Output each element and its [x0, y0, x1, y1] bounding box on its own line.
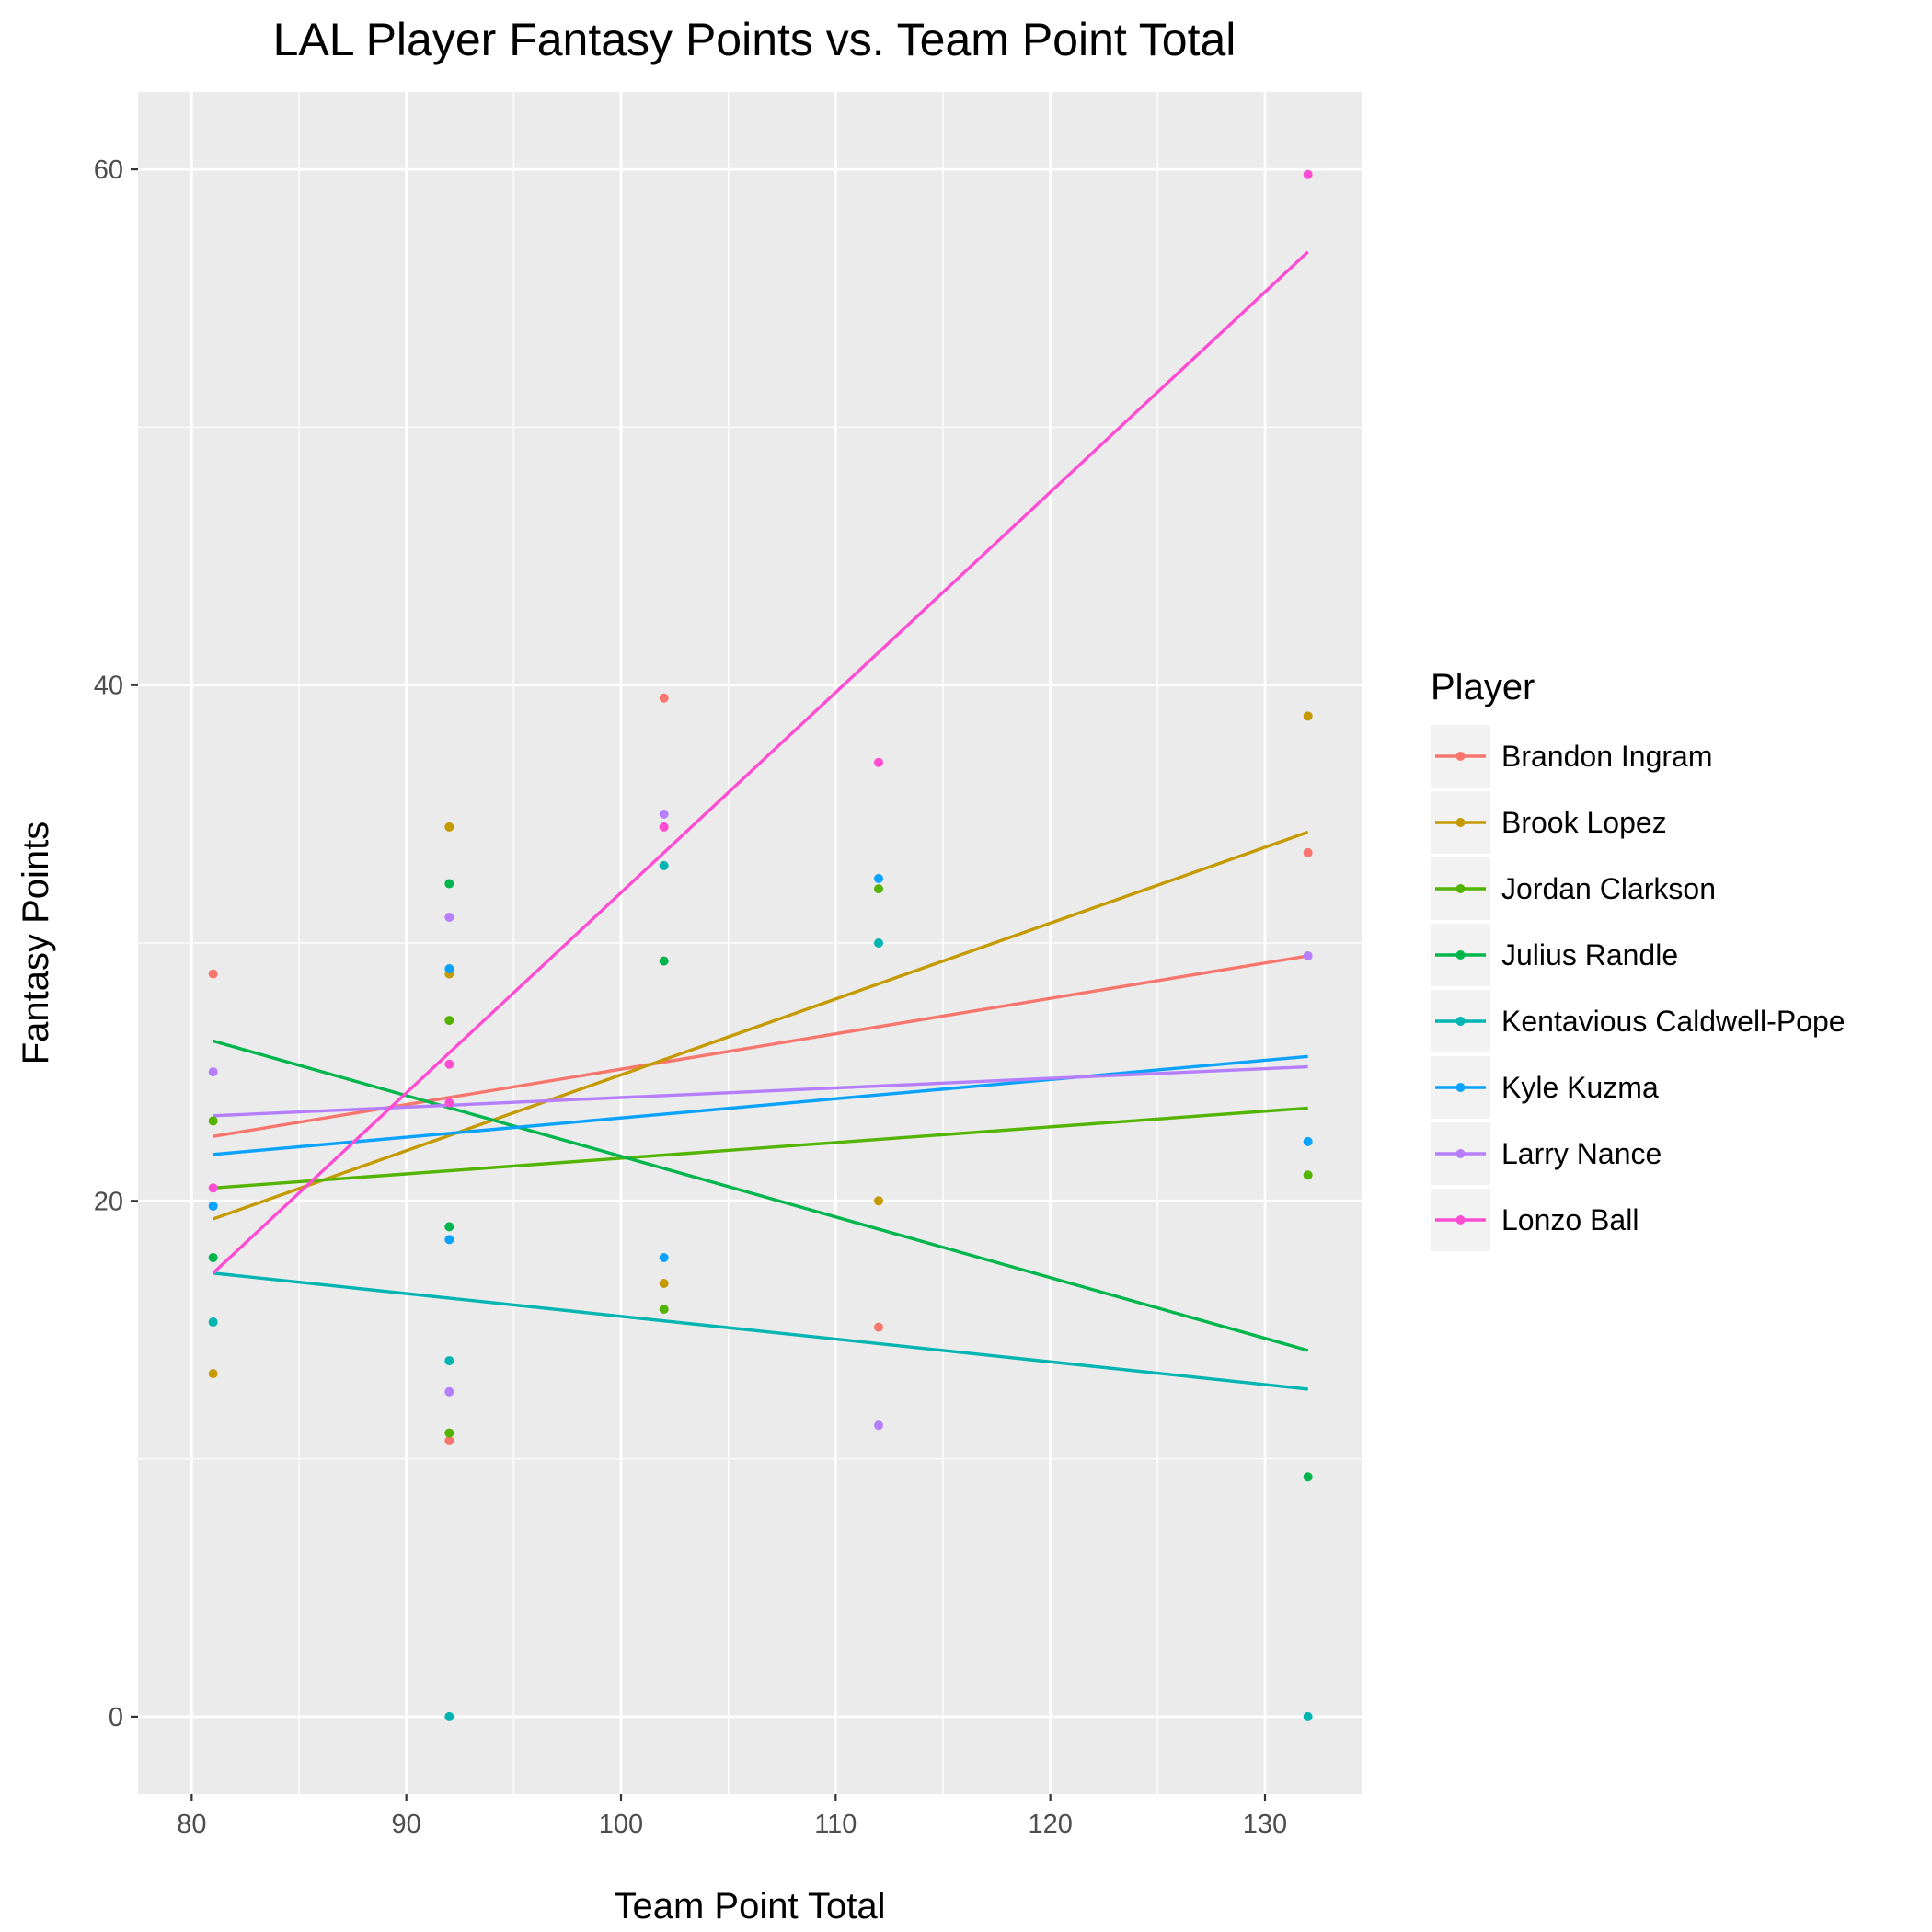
- data-point: [1303, 169, 1313, 179]
- y-tick-label: 0: [109, 1703, 123, 1732]
- legend-key-point: [1455, 752, 1466, 761]
- legend-key-point: [1455, 950, 1466, 960]
- legend-item: Larry Nance: [1431, 1122, 1662, 1185]
- data-point: [208, 969, 218, 979]
- x-axis-title: Team Point Total: [615, 1886, 886, 1926]
- data-point: [444, 1435, 454, 1445]
- x-tick-label: 80: [177, 1810, 206, 1839]
- data-point: [444, 912, 454, 922]
- x-tick-label: 130: [1243, 1810, 1287, 1839]
- data-point: [208, 1369, 218, 1379]
- data-point: [208, 1317, 218, 1328]
- fit-line: [213, 1039, 1309, 1352]
- legend-key-point: [1455, 1215, 1466, 1225]
- data-point: [1303, 951, 1313, 961]
- legend-label: Kyle Kuzma: [1501, 1071, 1659, 1104]
- y-tick-label: 20: [94, 1187, 123, 1216]
- data-point: [874, 873, 883, 883]
- fit-line: [213, 1054, 1308, 1156]
- legend-label: Larry Nance: [1501, 1137, 1662, 1170]
- data-point: [874, 757, 883, 767]
- data-point: [1303, 1170, 1313, 1180]
- data-point: [659, 860, 669, 870]
- legend-item: Kyle Kuzma: [1431, 1056, 1659, 1119]
- data-point: [208, 1116, 218, 1126]
- legend-label: Kentavious Caldwell-Pope: [1501, 1005, 1846, 1038]
- data-point: [659, 1252, 669, 1262]
- legend-item: Lonzo Ball: [1431, 1189, 1639, 1251]
- y-tick-label: 40: [94, 672, 123, 701]
- data-point: [874, 884, 883, 894]
- data-point: [1303, 1711, 1313, 1721]
- chart-title: LAL Player Fantasy Points vs. Team Point…: [273, 14, 1236, 65]
- data-point: [444, 879, 454, 889]
- data-point: [659, 1279, 669, 1288]
- data-point: [659, 809, 669, 819]
- legend-label: Brandon Ingram: [1501, 740, 1712, 773]
- data-point: [444, 1098, 454, 1108]
- fit-line: [213, 830, 1309, 1221]
- data-point: [874, 1420, 883, 1431]
- data-point: [874, 1196, 883, 1206]
- data-point: [659, 693, 669, 703]
- data-point: [444, 1428, 454, 1438]
- legend-label: Lonzo Ball: [1501, 1203, 1639, 1236]
- data-point: [1303, 847, 1313, 857]
- data-point: [659, 1305, 669, 1315]
- legend-key-point: [1455, 1017, 1466, 1026]
- data-point: [208, 1201, 218, 1211]
- legend-key-point: [1455, 818, 1466, 827]
- x-axis: 80 90 100 110 120 130: [177, 1794, 1287, 1839]
- data-point: [1303, 1136, 1313, 1146]
- legend-item: Brandon Ingram: [1431, 725, 1712, 788]
- data-point: [659, 956, 669, 966]
- legend: Player Brandon Ingram Brook Lopez Jordan C…: [1431, 667, 1846, 1251]
- x-tick-label: 90: [392, 1810, 421, 1839]
- x-tick-label: 120: [1028, 1810, 1072, 1839]
- legend-item: Jordan Clarkson: [1431, 857, 1716, 920]
- data-point: [208, 1067, 218, 1077]
- data-point: [444, 1356, 454, 1366]
- grid-minor: [138, 92, 1362, 1794]
- legend-label: Brook Lopez: [1501, 806, 1667, 839]
- data-point: [444, 1711, 454, 1721]
- data-point: [444, 964, 454, 974]
- fit-line: [213, 1271, 1308, 1391]
- x-tick-label: 110: [814, 1810, 857, 1839]
- data-point: [1303, 1472, 1313, 1482]
- data-point: [874, 1322, 883, 1332]
- data-point: [444, 1222, 454, 1232]
- y-tick-label: 60: [94, 155, 123, 185]
- legend-key-point: [1455, 884, 1466, 893]
- legend-key-point: [1455, 1149, 1466, 1158]
- fit-lines: [212, 250, 1309, 1391]
- data-point: [1303, 711, 1313, 721]
- data-point: [208, 1252, 218, 1262]
- y-axis-title: Fantasy Points: [16, 822, 56, 1065]
- data-point: [444, 1386, 454, 1397]
- legend-key-point: [1455, 1083, 1466, 1092]
- data-point: [208, 1183, 218, 1193]
- data-point: [444, 1059, 454, 1069]
- fit-line: [213, 1064, 1308, 1118]
- x-tick-label: 100: [599, 1810, 643, 1839]
- legend-label: Jordan Clarkson: [1501, 872, 1716, 905]
- data-point: [444, 1016, 454, 1026]
- legend-label: Julius Randle: [1501, 938, 1678, 972]
- data-point: [444, 822, 454, 832]
- legend-item: Julius Randle: [1431, 924, 1678, 986]
- data-point: [444, 1235, 454, 1245]
- data-points: [208, 169, 1313, 1721]
- data-point: [659, 822, 669, 832]
- grid-major: [138, 92, 1362, 1794]
- legend-title: Player: [1431, 667, 1535, 707]
- fit-line: [213, 1106, 1308, 1190]
- legend-item: Brook Lopez: [1431, 791, 1667, 854]
- fit-line: [212, 250, 1309, 1275]
- y-axis: 0 20 40 60: [94, 155, 138, 1732]
- data-point: [874, 938, 883, 948]
- legend-item: Kentavious Caldwell-Pope: [1431, 990, 1846, 1052]
